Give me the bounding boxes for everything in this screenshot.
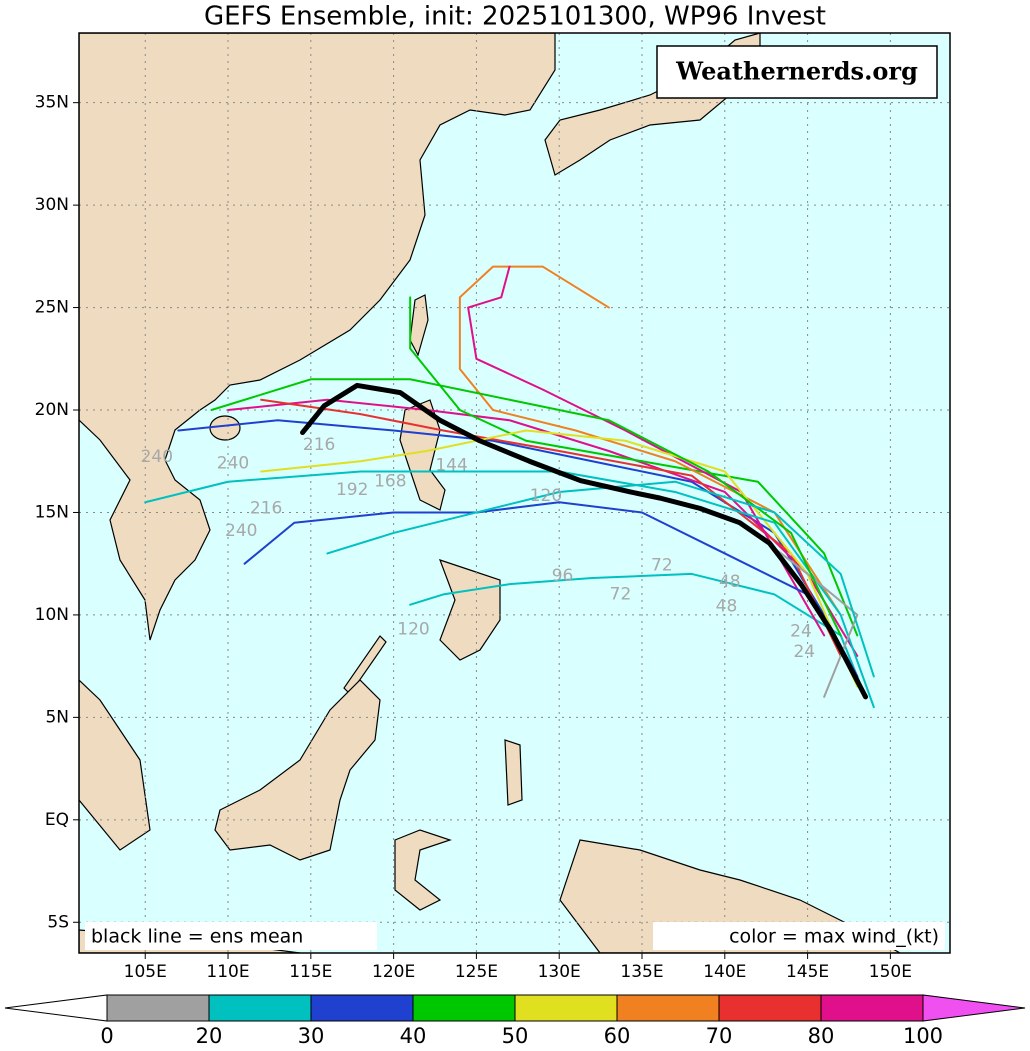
sulawesi xyxy=(394,829,452,911)
halmahera xyxy=(504,739,523,806)
colorbar-label: 30 xyxy=(298,1024,325,1048)
x-tick-label: 120E xyxy=(372,962,415,982)
ensemble-track xyxy=(243,501,859,678)
hour-label: 24 xyxy=(790,621,812,641)
legend-right: color = max wind_(kt) xyxy=(729,926,939,948)
colorbar-segment xyxy=(514,994,618,1022)
colorbar-label: 40 xyxy=(400,1024,427,1048)
colorbar-over xyxy=(922,994,1026,1022)
colorbar-segment xyxy=(310,994,414,1022)
colorbar-label: 20 xyxy=(196,1024,223,1048)
colorbar-label: 60 xyxy=(604,1024,631,1048)
hour-label: 192 xyxy=(336,480,368,500)
ensemble-track xyxy=(409,296,859,637)
visayas-mindanao xyxy=(438,559,501,661)
land xyxy=(79,33,902,953)
x-tick-label: 135E xyxy=(620,962,663,982)
hour-label: 168 xyxy=(374,472,406,492)
tracks xyxy=(144,265,875,709)
colorbar-label: 0 xyxy=(100,1024,113,1048)
colorbar-label: 100 xyxy=(903,1024,943,1048)
colorbar-segment xyxy=(106,994,210,1022)
ensemble-track xyxy=(458,265,842,616)
colorbar-segment xyxy=(208,994,312,1022)
hour-label: 216 xyxy=(303,435,335,455)
colorbar-label: 80 xyxy=(808,1024,835,1048)
legend-left-box xyxy=(85,922,377,950)
hour-label: 48 xyxy=(719,572,741,592)
hour-label: 144 xyxy=(435,455,467,475)
hour-label: 120 xyxy=(397,619,429,639)
grid xyxy=(79,33,950,953)
y-tick-label: 5N xyxy=(45,707,69,727)
hour-label: 240 xyxy=(217,453,249,473)
colorbar-segment xyxy=(820,994,924,1022)
hour-label: 240 xyxy=(141,447,173,467)
y-tick-label: 20N xyxy=(35,400,69,420)
mean-track xyxy=(300,382,869,700)
x-tick-label: 140E xyxy=(703,962,746,982)
hour-label: 96 xyxy=(552,566,574,586)
y-tick-label: EQ xyxy=(45,810,69,830)
ensemble-track xyxy=(740,521,859,698)
colorbar: 0 20 30 40 50 60 70 80 100 xyxy=(4,994,1026,1048)
colorbar-under xyxy=(4,994,108,1022)
hour-label: 240 xyxy=(225,521,257,541)
borneo xyxy=(214,679,381,861)
legend-right-box xyxy=(653,922,945,950)
hour-label: 120 xyxy=(530,486,562,506)
x-tick-label: 125E xyxy=(455,962,498,982)
hour-label: 72 xyxy=(651,556,673,576)
hour-label: 48 xyxy=(716,597,738,617)
watermark-box xyxy=(656,45,938,99)
y-tick-label: 10N xyxy=(35,605,69,625)
colorbar-label: 50 xyxy=(502,1024,529,1048)
hour-label: 72 xyxy=(610,584,632,604)
watermark: Weathernerds.org xyxy=(675,57,918,86)
ensemble-track xyxy=(260,429,859,688)
frame xyxy=(78,32,951,954)
y-tick-label: 5S xyxy=(47,912,69,932)
colorbar-segment xyxy=(412,994,516,1022)
colorbar-segment xyxy=(718,994,822,1022)
y-tick-label: 35N xyxy=(35,93,69,113)
title: GEFS Ensemble, init: 2025101300, WP96 In… xyxy=(204,2,826,32)
colorbar-segment xyxy=(616,994,720,1022)
x-tick-label: 150E xyxy=(869,962,912,982)
y-tick-label: 15N xyxy=(35,502,69,522)
y-tick-label: 30N xyxy=(35,195,69,215)
hour-label: 216 xyxy=(250,498,282,518)
legend-left: black line = ens mean xyxy=(91,926,303,948)
x-tick-label: 110E xyxy=(206,962,249,982)
y-tick-label: 25N xyxy=(35,298,69,318)
ensemble-track xyxy=(210,378,842,637)
hainan xyxy=(209,415,241,441)
x-tick-label: 130E xyxy=(538,962,581,982)
colorbar-label: 70 xyxy=(706,1024,733,1048)
x-tick-label: 145E xyxy=(786,962,829,982)
malay-sumatra xyxy=(79,679,151,851)
x-tick-label: 105E xyxy=(124,962,167,982)
hour-label: 24 xyxy=(793,642,815,662)
annotations: 240 240 240 216 216 192 168 144 120 120 96 72 72 48 48… xyxy=(141,435,816,662)
x-tick-label: 115E xyxy=(289,962,332,982)
